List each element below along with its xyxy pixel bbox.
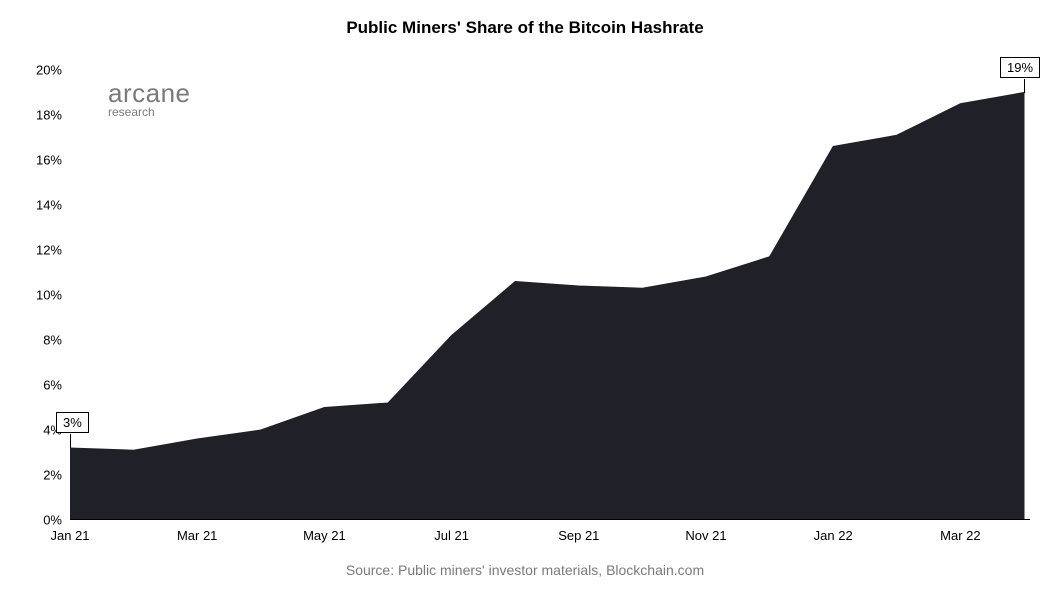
chart-title: Public Miners' Share of the Bitcoin Hash…	[0, 18, 1050, 38]
x-tick-label: Jul 21	[434, 528, 469, 543]
x-tick-label: Jan 22	[814, 528, 853, 543]
plot-area: 0%2%4%6%8%10%12%14%16%18%20%Jan 21Mar 21…	[70, 70, 1030, 520]
y-tick-label: 2%	[43, 468, 62, 483]
x-tick-label: Sep 21	[558, 528, 599, 543]
x-axis-line	[70, 519, 1030, 520]
y-tick-label: 16%	[36, 153, 62, 168]
y-tick-label: 0%	[43, 513, 62, 528]
y-tick-label: 6%	[43, 378, 62, 393]
x-tick-label: Mar 22	[940, 528, 980, 543]
source-text: Source: Public miners' investor material…	[0, 562, 1050, 578]
callout-start-leader	[70, 434, 71, 448]
y-tick-label: 20%	[36, 63, 62, 78]
y-tick-label: 8%	[43, 333, 62, 348]
y-tick-label: 10%	[36, 288, 62, 303]
x-tick-label: Nov 21	[685, 528, 726, 543]
y-tick-label: 12%	[36, 243, 62, 258]
y-tick-label: 18%	[36, 108, 62, 123]
x-tick-label: Mar 21	[177, 528, 217, 543]
callout-end: 19%	[1000, 57, 1040, 78]
callout-start: 3%	[56, 412, 89, 433]
x-tick-label: Jan 21	[50, 528, 89, 543]
x-tick-label: May 21	[303, 528, 346, 543]
area-path	[70, 70, 1030, 520]
callout-end-leader	[1024, 79, 1025, 93]
y-tick-label: 14%	[36, 198, 62, 213]
